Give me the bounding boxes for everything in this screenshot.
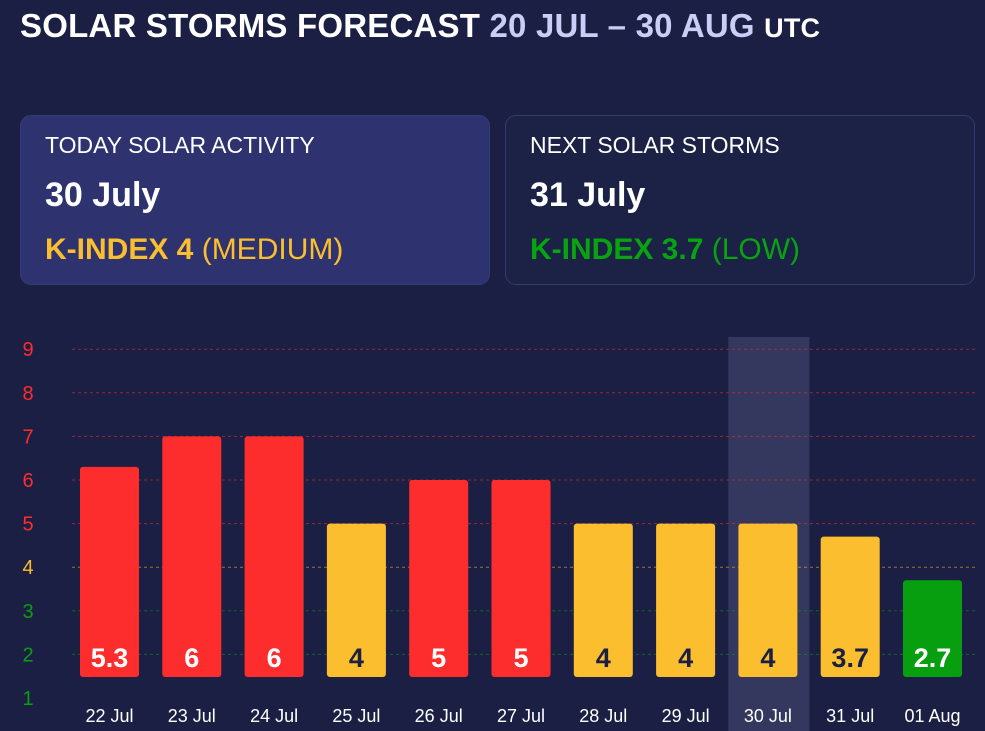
bar xyxy=(162,436,222,677)
next-card-date: 31 July xyxy=(530,176,646,214)
next-storms-card: NEXT SOLAR STORMS 31 July K-INDEX 3.7 (L… xyxy=(505,115,975,285)
y-tick-label: 1 xyxy=(22,688,33,710)
y-tick-label: 3 xyxy=(22,601,33,623)
x-tick-label: 22 Jul xyxy=(85,706,133,726)
x-tick-label: 31 Jul xyxy=(826,706,874,726)
y-tick-label: 7 xyxy=(22,426,33,448)
bar-value-label: 6 xyxy=(184,643,199,673)
bar xyxy=(573,523,633,677)
today-kindex: K-INDEX 4 (MEDIUM) xyxy=(45,231,343,269)
bar xyxy=(820,536,880,677)
x-tick-label: 24 Jul xyxy=(250,706,298,726)
x-tick-label: 30 Jul xyxy=(744,706,792,726)
kindex-bar-chart: 1 2 3 4 5 6 7 8 9 5.3 22 Jul 6 23 Jul 6 24 Jul 4 25 Jul 5… xyxy=(22,337,975,731)
bar xyxy=(738,523,798,677)
title-date-range: 20 JUL – 30 AUG xyxy=(489,7,755,44)
bar-value-label: 3.7 xyxy=(831,643,869,673)
today-card-date: 30 July xyxy=(45,176,161,214)
title-timezone: UTC xyxy=(764,13,821,43)
bar-value-label: 4 xyxy=(349,643,364,673)
bar-value-label: 5 xyxy=(431,643,446,673)
bar-value-label: 4 xyxy=(678,643,693,673)
x-tick-label: 28 Jul xyxy=(579,706,627,726)
y-tick-label: 5 xyxy=(22,514,33,536)
bar-value-label: 2.7 xyxy=(914,643,952,673)
y-tick-label: 4 xyxy=(22,557,33,579)
today-kindex-value: K-INDEX 4 xyxy=(45,233,194,266)
y-tick-label: 8 xyxy=(22,383,33,405)
next-card-label: NEXT SOLAR STORMS xyxy=(530,132,780,158)
bar xyxy=(903,580,962,677)
today-card-label: TODAY SOLAR ACTIVITY xyxy=(45,132,315,158)
y-tick-label: 9 xyxy=(22,339,33,361)
next-kindex-level: (LOW) xyxy=(711,233,801,266)
x-tick-label: 29 Jul xyxy=(662,706,710,726)
bar xyxy=(80,466,139,677)
x-tick-label: 01 Aug xyxy=(904,706,960,726)
bar-value-label: 4 xyxy=(596,643,611,673)
x-tick-label: 25 Jul xyxy=(332,706,380,726)
bar xyxy=(244,436,304,677)
bar-value-label: 5 xyxy=(513,643,528,673)
next-kindex-value: K-INDEX 3.7 xyxy=(530,233,704,266)
bar-value-label: 4 xyxy=(760,643,775,673)
bar xyxy=(409,480,469,677)
bar xyxy=(656,523,716,677)
bar xyxy=(326,523,386,677)
page-title: SOLAR STORMS FORECAST 20 JUL – 30 AUG UT… xyxy=(20,4,820,50)
x-tick-label: 23 Jul xyxy=(168,706,216,726)
x-tick-label: 27 Jul xyxy=(497,706,545,726)
x-tick-label: 26 Jul xyxy=(415,706,463,726)
bar-value-label: 6 xyxy=(267,643,282,673)
y-tick-label: 2 xyxy=(22,644,33,666)
today-activity-card: TODAY SOLAR ACTIVITY 30 July K-INDEX 4 (… xyxy=(20,115,490,285)
bar-value-label: 5.3 xyxy=(91,643,129,673)
bar xyxy=(491,480,551,677)
next-kindex: K-INDEX 3.7 (LOW) xyxy=(530,231,800,269)
y-tick-label: 6 xyxy=(22,470,33,492)
today-kindex-level: (MEDIUM) xyxy=(201,233,344,266)
title-main: SOLAR STORMS FORECAST xyxy=(20,7,481,44)
